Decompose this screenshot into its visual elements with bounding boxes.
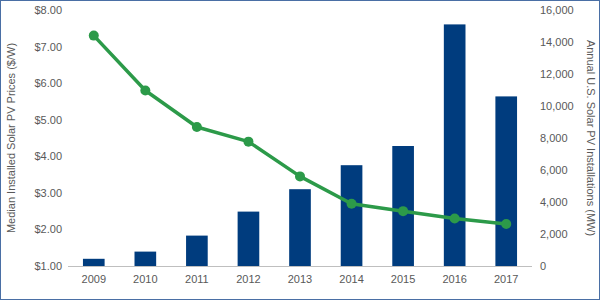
- bar: [238, 212, 260, 266]
- bar: [392, 146, 414, 266]
- y2-tick-label: 16,000: [540, 4, 574, 16]
- x-tick-label: 2016: [442, 273, 466, 285]
- y-tick-label: $5.00: [34, 114, 62, 126]
- x-tick-label: 2014: [339, 273, 363, 285]
- x-tick-label: 2009: [82, 273, 106, 285]
- y2-tick-label: 4,000: [540, 196, 568, 208]
- y-tick-label: $7.00: [34, 41, 62, 53]
- y-tick-label: $4.00: [34, 150, 62, 162]
- bar: [341, 165, 363, 266]
- y2-tick-label: 6,000: [540, 164, 568, 176]
- line-marker: [243, 137, 253, 147]
- y-tick-label: $6.00: [34, 77, 62, 89]
- line-marker: [295, 171, 305, 181]
- line-marker: [398, 206, 408, 216]
- bar: [444, 24, 466, 266]
- chart: $1.00 $2.00 $3.00 $4.00 $5.00 $6.00 $7.00 $8.00…: [0, 0, 600, 300]
- y-tick-label: $3.00: [34, 187, 62, 199]
- frame: [1, 1, 600, 300]
- line-marker: [501, 219, 511, 229]
- y2-tick-label: 14,000: [540, 36, 574, 48]
- x-tick-label: 2010: [133, 273, 157, 285]
- y-tick-label: $1.00: [34, 260, 62, 272]
- y-axis-title: Median Installed Solar PV Prices ($/W): [5, 43, 17, 233]
- bar: [186, 236, 208, 266]
- line-marker: [140, 85, 150, 95]
- x-tick-label: 2012: [236, 273, 260, 285]
- x-tick-label: 2015: [391, 273, 415, 285]
- y-tick-label: $2.00: [34, 223, 62, 235]
- line: [94, 36, 506, 224]
- y2-tick-label: 10,000: [540, 100, 574, 112]
- bar: [135, 252, 157, 266]
- x-tick-label: 2017: [494, 273, 518, 285]
- y2-tick-label: 0: [540, 260, 546, 272]
- bar: [83, 259, 105, 266]
- y-tick-label: $8.00: [34, 4, 62, 16]
- x-tick-label: 2011: [185, 273, 209, 285]
- bar: [289, 189, 311, 266]
- y2-tick-label: 12,000: [540, 68, 574, 80]
- y2-axis-title: Annual U.S. Solar PV Installations (MW): [585, 40, 597, 236]
- bar: [495, 96, 517, 266]
- line-marker: [347, 199, 357, 209]
- plot-area: [83, 24, 517, 266]
- line-marker: [192, 122, 202, 132]
- line-marker: [450, 213, 460, 223]
- x-axis: [68, 266, 532, 267]
- line-marker: [89, 31, 99, 41]
- y2-tick-label: 8,000: [540, 132, 568, 144]
- x-tick-label: 2013: [288, 273, 312, 285]
- y2-tick-label: 2,000: [540, 228, 568, 240]
